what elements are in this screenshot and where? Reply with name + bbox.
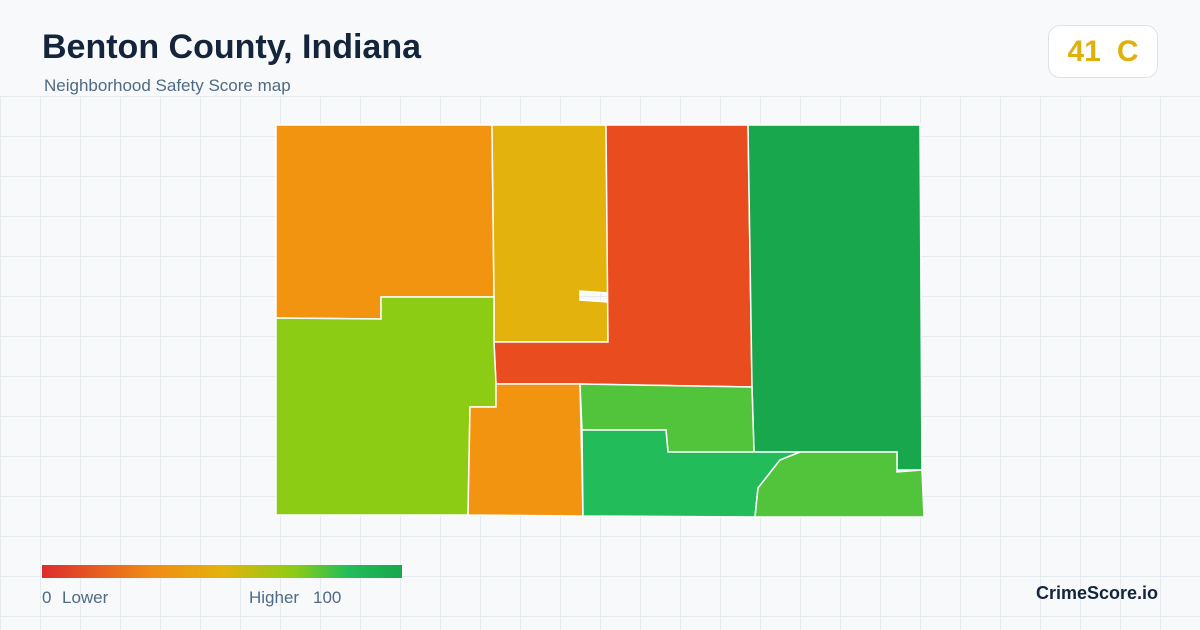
score-badge: 41 C	[1048, 25, 1158, 78]
region	[754, 451, 925, 518]
legend-min-label: Lower	[62, 588, 109, 607]
legend-max: 100	[313, 588, 342, 607]
legend-max-label: Higher	[249, 588, 300, 607]
legend-min: 0	[42, 588, 52, 607]
legend-gradient	[42, 565, 402, 578]
score-value: 41	[1067, 34, 1101, 68]
region	[275, 296, 497, 516]
score-grade: C	[1116, 34, 1139, 68]
brand: CrimeScore.io	[1035, 583, 1158, 603]
subtitle: Neighborhood Safety Score map	[44, 76, 291, 95]
region	[275, 124, 495, 320]
title: Benton County, Indiana	[42, 28, 422, 66]
region	[491, 124, 609, 343]
region	[747, 124, 923, 471]
header: Benton County, Indiana Neighborhood Safe…	[0, 0, 1200, 96]
